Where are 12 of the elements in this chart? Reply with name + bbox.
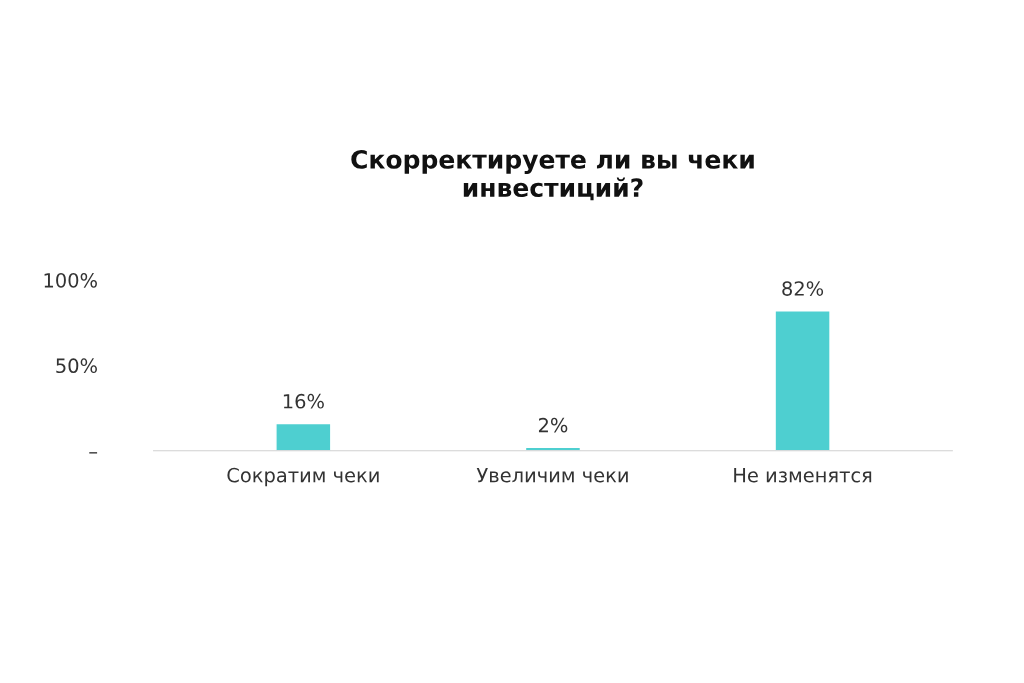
- x-tick-label: Увеличим чеки: [476, 468, 628, 483]
- x-tick-label: Сократим чеки: [227, 467, 379, 487]
- data-label: 16%: [283, 393, 324, 409]
- bar: [774, 310, 831, 451]
- bar: [275, 422, 332, 451]
- y-tick-label: 100%: [44, 272, 97, 288]
- chart-title: Скорректируете ли вы чеки инвестиций?: [351, 149, 754, 201]
- data-label: 82%: [782, 281, 824, 296]
- y-tick-label: –: [89, 452, 98, 454]
- y-tick-label: 50%: [56, 358, 97, 374]
- x-tick-label: Не изменятся: [734, 468, 872, 483]
- data-label: 2%: [538, 417, 568, 433]
